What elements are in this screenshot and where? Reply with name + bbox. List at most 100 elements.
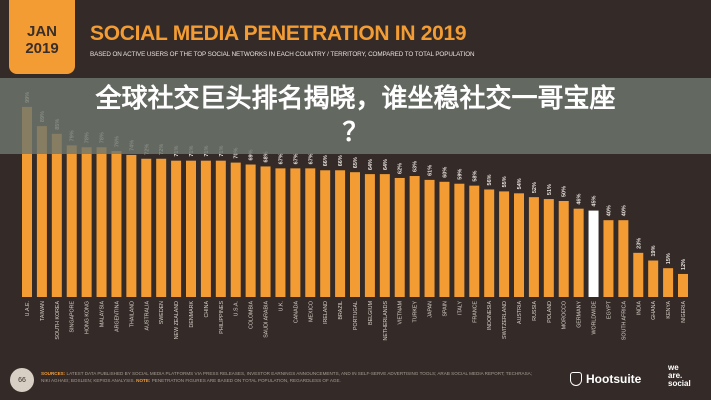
logo-line-3: social <box>668 379 691 388</box>
category-label: FRANCE <box>472 301 478 323</box>
bar-mexico <box>305 168 316 297</box>
category-label: PORTUGAL <box>353 301 359 330</box>
bar-ghana <box>648 260 659 297</box>
bar-canada <box>290 168 301 297</box>
data-label: 23% <box>636 238 642 249</box>
headline-overlay <box>0 78 711 154</box>
bar-u-a-e- <box>22 106 32 297</box>
category-label: INDIA <box>636 301 642 316</box>
date-month: JAN <box>26 23 57 40</box>
bar-indonesia <box>484 189 495 297</box>
category-label: NEW ZEALAND <box>174 301 180 339</box>
bar-vietnam <box>394 177 405 297</box>
bar-chart: 99%U.A.E.89%TAIWAN85%SOUTH KOREA79%SINGA… <box>22 92 688 341</box>
bar-new-zealand <box>171 160 182 297</box>
category-label: JAPAN <box>428 301 434 318</box>
category-label: TAIWAN <box>40 301 46 321</box>
category-label: SOUTH KOREA <box>55 301 61 340</box>
category-label: U.K. <box>278 301 284 311</box>
bar-germany <box>573 208 584 297</box>
category-label: HONG KONG <box>85 301 91 334</box>
we-are-social-logo: we are. social <box>668 364 691 388</box>
data-label: 60% <box>442 167 448 178</box>
bar-portugal <box>350 172 360 297</box>
category-label: NIGERIA <box>681 301 687 323</box>
bar-italy <box>454 183 465 297</box>
bar-kenya <box>663 268 674 297</box>
bar-austria <box>514 193 524 297</box>
data-label: 56% <box>487 174 493 185</box>
headline-line-1: 全球社交巨头排名揭晓，谁坐稳社交一哥宝座 <box>95 84 616 114</box>
category-label: GERMANY <box>577 301 583 328</box>
category-label: SPAIN <box>442 301 448 317</box>
category-label: INDONESIA <box>487 301 493 331</box>
sources-body: LATEST DATA PUBLISHED BY SOCIAL MEDIA PL… <box>41 371 532 383</box>
page-number: 66 <box>10 368 34 392</box>
category-label: AUSTRALIA <box>144 301 150 331</box>
bar-france <box>469 185 480 297</box>
data-label: 63% <box>413 161 419 172</box>
bar-australia <box>141 158 152 297</box>
bar-colombia <box>245 164 256 297</box>
category-label: ARGENTINA <box>114 301 120 332</box>
data-label: 40% <box>621 205 627 216</box>
bar-morocco <box>558 201 569 297</box>
category-label: MALAYSIA <box>100 301 106 328</box>
category-label: ITALY <box>457 301 463 315</box>
bar-russia <box>528 197 539 297</box>
data-label: 69% <box>249 149 255 160</box>
category-label: MOROCCO <box>562 301 568 329</box>
data-label: 19% <box>651 245 657 256</box>
data-label: 61% <box>428 165 434 176</box>
note-body: PENETRATION FIGURES ARE BASED ON TOTAL P… <box>151 378 341 383</box>
category-label: SINGAPORE <box>70 301 76 333</box>
category-label: VIETNAM <box>398 301 404 325</box>
data-label: 66% <box>338 155 344 166</box>
data-label: 64% <box>383 159 389 170</box>
category-label: MEXICO <box>308 301 314 322</box>
bar-taiwan <box>36 126 47 298</box>
bar-nigeria <box>678 273 688 297</box>
data-label: 54% <box>517 178 523 189</box>
owl-icon <box>570 372 582 386</box>
category-label: NETHERLANDS <box>383 301 389 341</box>
date-badge: JAN 2019 <box>9 0 75 74</box>
category-label: COLOMBIA <box>249 301 255 329</box>
category-label: SOUTH AFRICA <box>621 301 627 341</box>
headline: 全球社交巨头排名揭晓，谁坐稳社交一哥宝座 ？ <box>0 82 711 150</box>
bar-switzerland <box>499 191 510 297</box>
bar-ireland <box>320 170 331 297</box>
data-label: 46% <box>577 194 583 205</box>
category-label: THAILAND <box>129 301 135 327</box>
bar-argentina <box>111 151 122 297</box>
bar-saudi-arabia <box>260 166 271 297</box>
data-label: 67% <box>308 153 314 164</box>
data-label: 51% <box>547 184 553 195</box>
bar-south-africa <box>618 220 629 297</box>
bar-poland <box>543 199 554 297</box>
category-label: U.A.E. <box>25 301 31 316</box>
category-label: BRAZIL <box>338 301 344 320</box>
bar-denmark <box>186 160 196 297</box>
category-label: SWITZERLAND <box>502 301 508 339</box>
date-year: 2019 <box>25 40 59 57</box>
logo-line-1: we <box>668 363 679 372</box>
category-label: IRELAND <box>323 301 329 324</box>
data-label: 62% <box>398 163 404 174</box>
category-label: EGYPT <box>606 300 612 319</box>
data-label: 12% <box>681 259 687 270</box>
bar-spain <box>439 181 450 297</box>
bar-philippines <box>215 160 226 297</box>
bar-worldwide <box>588 210 599 297</box>
category-label: RUSSIA <box>532 301 538 321</box>
bar-hong-kong <box>81 147 92 297</box>
data-label: 52% <box>532 182 538 193</box>
category-label: DENMARK <box>189 301 195 328</box>
logo-line-2: are. <box>668 371 683 380</box>
category-label: SWEDEN <box>159 301 165 324</box>
hootsuite-text: Hootsuite <box>586 372 642 386</box>
category-label: CHINA <box>204 301 210 318</box>
bar-singapore <box>66 145 77 297</box>
bar-malaysia <box>96 147 107 297</box>
category-label: CANADA <box>293 301 299 324</box>
